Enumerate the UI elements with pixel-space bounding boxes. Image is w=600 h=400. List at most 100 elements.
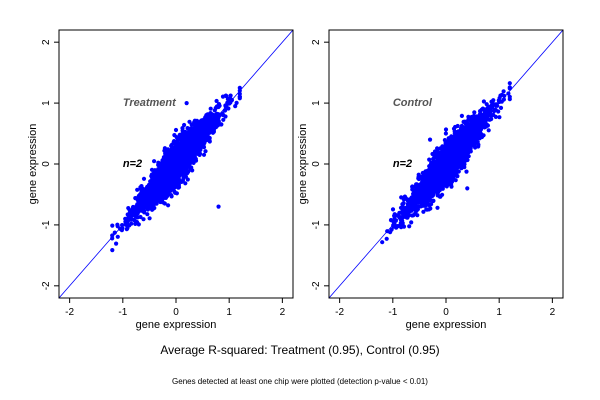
data-point [385,229,390,234]
data-point [390,207,396,212]
data-point [179,157,185,162]
data-point [453,124,458,130]
data-point [224,94,229,99]
data-point [156,174,161,179]
data-point [147,189,152,194]
data-point [201,152,207,157]
data-point [464,169,469,174]
data-point [180,126,185,131]
data-point [162,174,167,179]
data-point [188,143,193,148]
data-point [145,212,150,217]
data-point [225,100,230,105]
data-point [184,131,189,136]
data-point [407,201,412,206]
data-point [170,187,175,192]
data-point [228,97,234,102]
data-point [486,128,491,133]
data-point [440,179,445,184]
data-point [127,223,132,228]
data-point [222,108,227,113]
data-point [228,93,233,98]
data-point [489,113,494,118]
data-point [424,201,429,206]
data-point [469,123,474,129]
data-point [186,169,191,174]
data-point [430,151,435,157]
data-point [216,204,221,209]
data-point [133,221,138,226]
data-point [195,144,200,149]
data-point [141,217,146,222]
data-point [446,136,451,141]
data-point [202,141,207,146]
data-point [110,233,115,238]
data-point [168,154,174,159]
data-point [147,198,153,203]
data-point [134,204,139,209]
data-point [467,146,472,151]
data-point [188,151,193,156]
y-tick-label: 2 [41,39,52,45]
data-point [141,190,146,195]
data-point [173,190,178,195]
data-point [443,127,449,132]
data-point [162,201,167,206]
x-tick-label: -1 [118,307,127,318]
data-point [152,176,157,181]
data-point [163,157,169,162]
data-point [181,144,186,149]
data-point [380,240,385,245]
data-point [136,222,141,227]
data-point [178,154,183,159]
data-point [400,202,405,207]
data-point [182,122,187,128]
data-point [416,176,421,182]
data-point [139,207,144,212]
data-point [188,130,193,135]
data-point [164,183,169,189]
data-point [176,151,181,156]
data-point [501,89,506,94]
data-point [136,194,141,200]
data-point [139,199,144,204]
data-point [193,130,198,135]
data-point [147,216,152,221]
x-axis-label: gene expression [136,319,217,331]
data-point [186,155,191,160]
data-point [183,181,188,186]
data-point [187,136,192,141]
data-point [416,172,421,177]
data-point [110,248,115,253]
data-point [127,208,132,213]
data-point [144,201,149,206]
data-point [207,113,212,118]
y-tick-label: -2 [41,281,52,290]
data-point [200,125,205,130]
data-point [172,178,178,183]
x-tick-label: 0 [173,307,179,318]
x-tick-label: 2 [280,307,286,318]
data-point [181,164,186,169]
data-point [401,224,407,229]
data-point [471,117,476,122]
data-point [473,145,478,150]
data-point [219,122,224,127]
data-point [138,214,143,220]
y-axis-label: gene expression [27,124,39,205]
data-point [141,176,147,181]
data-point [502,93,507,98]
data-point [424,207,429,212]
data-point [174,146,179,151]
data-point [146,206,151,211]
data-point [114,241,119,246]
data-point [174,159,180,164]
data-point [152,184,157,189]
data-point [160,178,165,183]
x-tick-label: -2 [65,307,74,318]
data-point [159,185,165,190]
data-point [169,193,174,198]
y-tick-label: 0 [41,161,52,167]
data-point [152,168,157,173]
